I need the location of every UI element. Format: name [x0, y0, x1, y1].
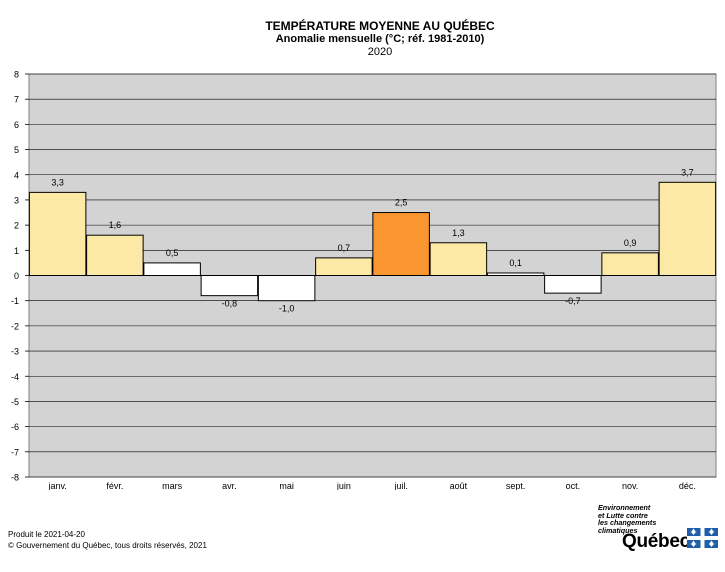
bar [544, 275, 602, 294]
value-label: -0,7 [565, 296, 581, 306]
y-tick-label: -2 [11, 321, 19, 331]
x-tick-label: juin [336, 481, 351, 490]
y-tick-label: 0 [14, 271, 19, 281]
bar [86, 234, 144, 276]
bars [28, 181, 717, 302]
y-tick-label: 8 [14, 70, 19, 80]
produced-date: Produit le 2021-04-20 [8, 530, 85, 539]
x-tick-label: mars [162, 481, 182, 490]
flag-cross-horizontal [687, 536, 718, 540]
value-label: 2,5 [395, 198, 408, 208]
x-axis-tick-labels: janv. févr. mars avr. mai juin juil. août sept. o… [47, 481, 695, 490]
y-tick-label: 6 [14, 120, 19, 130]
y-tick-label: -4 [11, 372, 19, 382]
bar [200, 275, 259, 297]
y-tick-label: -6 [11, 422, 19, 432]
x-tick-label: juil. [393, 481, 408, 490]
fleur-de-lis-icon [690, 540, 697, 547]
bar [315, 257, 373, 276]
y-axis-tick-labels: 8 7 6 5 4 3 2 1 0 -1 -2 -3 -4 -5 -6 -7 -8 [11, 70, 19, 483]
fleurdelise-flag-icon [687, 528, 718, 548]
chart-subtitle: Anomalie mensuelle (°C; réf. 1981-2010) [275, 33, 485, 45]
bar [429, 242, 488, 277]
quebec-logo: Environnement et Lutte contre les change… [590, 500, 720, 556]
chart-title: TEMPÉRATURE MOYENNE AU QUÉBEC [265, 19, 495, 33]
chart-titles: TEMPÉRATURE MOYENNE AU QUÉBEC Anomalie m… [0, 20, 725, 59]
value-label: -1,0 [279, 304, 295, 314]
copyright-notice: © Gouvernement du Québec, tous droits ré… [8, 541, 207, 550]
y-tick-label: 7 [14, 95, 19, 105]
x-tick-label: sept. [506, 481, 526, 490]
bar-value-labels: 3,3 1,6 0,5 -0,8 -1,0 0,7 2,5 1,3 0,1 -0,7 0,9 3,7 [51, 167, 693, 313]
x-tick-label: mai [279, 481, 294, 490]
x-tick-label: févr. [106, 481, 123, 490]
x-tick-label: août [450, 481, 468, 490]
department-name: Environnement et Lutte contre les change… [598, 503, 657, 535]
y-tick-label: 1 [14, 246, 19, 256]
bar [601, 252, 659, 277]
y-tick-label: 5 [14, 145, 19, 155]
y-tick-label: 2 [14, 221, 19, 231]
fleur-de-lis-icon [708, 540, 715, 547]
y-tick-label: 3 [14, 195, 19, 205]
value-label: 1,3 [452, 228, 465, 238]
quebec-wordmark: Québec [622, 531, 690, 552]
y-tick-label: -8 [11, 473, 19, 483]
x-tick-label: déc. [679, 481, 696, 490]
fleur-de-lis-icon [690, 528, 697, 535]
x-tick-label: janv. [47, 481, 66, 490]
y-tick-label: -7 [11, 447, 19, 457]
x-tick-label: avr. [222, 481, 237, 490]
y-tick-label: -3 [11, 347, 19, 357]
bar [372, 212, 430, 276]
x-tick-label: nov. [622, 481, 638, 490]
chart-year: 2020 [367, 46, 393, 58]
bar [257, 275, 316, 302]
value-label: 0,7 [338, 243, 351, 253]
value-label: 3,7 [681, 167, 694, 177]
x-tick-label: oct. [566, 481, 581, 490]
bar [486, 272, 545, 277]
y-tick-label: -5 [11, 397, 19, 407]
value-label: 3,3 [51, 177, 64, 187]
y-tick-label: -1 [11, 296, 19, 306]
value-label: 1,6 [109, 220, 122, 230]
bar [143, 262, 201, 276]
value-label: 0,5 [166, 248, 179, 258]
bar [28, 191, 87, 277]
bar-chart: 8 7 6 5 4 3 2 1 0 -1 -2 -3 -4 -5 -6 -7 -8 janv. févr. mars… [11, 70, 717, 490]
fleur-de-lis-icon [708, 528, 715, 535]
value-label: 0,1 [509, 258, 522, 268]
value-label: -0,8 [222, 299, 238, 309]
value-label: 0,9 [624, 238, 637, 248]
bar [658, 181, 717, 276]
y-tick-label: 4 [14, 170, 19, 180]
